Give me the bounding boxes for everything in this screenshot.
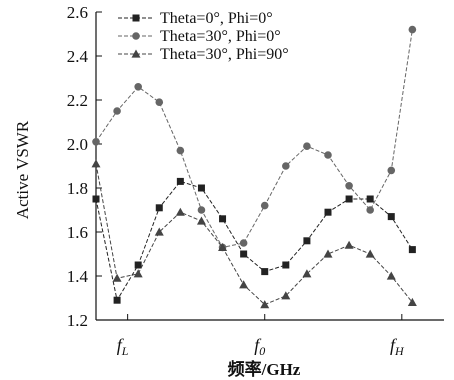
x-axis: fL f0 fH [117,314,405,358]
data-point [197,184,205,192]
legend-marker [132,32,140,40]
data-point [261,268,269,276]
data-point [112,273,122,282]
data-point [345,195,353,203]
y-tick-label: 2.0 [67,135,88,154]
data-point [365,249,375,258]
data-point [366,206,374,214]
x-axis-title: 频率/GHz [228,359,301,379]
data-point [133,269,143,278]
legend-label: Theta=30°, Phi=0° [160,28,281,45]
data-point [345,182,353,190]
data-point [196,216,206,225]
y-axis: 1.2 1.4 1.6 1.8 2.0 2.2 2.4 2.6 [67,3,102,330]
series-triangle [91,159,417,309]
data-point [176,146,185,155]
data-point [282,261,290,269]
data-point [239,280,249,289]
data-point [282,162,290,170]
data-point [92,195,100,203]
data-point [324,151,332,159]
y-tick-label: 1.8 [67,179,88,198]
data-point [155,98,164,106]
y-tick-label: 1.4 [67,267,89,286]
data-point [408,246,416,254]
series-square [92,177,416,304]
data-point [366,195,374,203]
data-point [324,208,332,216]
data-point [281,291,291,300]
series-layer [91,25,417,309]
legend-marker [132,14,140,22]
series-line [95,180,413,302]
series-circle [92,25,417,252]
data-point [113,296,121,304]
data-point [240,250,248,258]
data-point [260,300,270,309]
legend-marker [131,49,141,58]
data-point [218,242,228,251]
data-point [408,25,417,34]
series-line [95,29,413,248]
legend: Theta=0°, Phi=0°Theta=30°, Phi=0°Theta=3… [118,10,289,63]
y-tick-label: 1.6 [67,223,88,242]
legend-label: Theta=30°, Phi=90° [160,46,289,63]
y-tick-label: 2.4 [67,47,89,66]
data-point [134,83,142,91]
data-point [387,213,395,221]
y-tick-label: 1.2 [67,311,88,330]
series-line [95,163,413,306]
data-point [154,227,164,236]
data-point [155,204,163,212]
data-point [387,166,396,175]
data-point [219,215,227,223]
data-point [260,201,269,210]
y-tick-label: 2.2 [67,91,88,110]
data-point [302,269,312,278]
data-point [323,249,333,258]
data-point [386,271,396,280]
data-point [92,138,100,146]
data-point [134,261,142,269]
y-axis-title: Active VSWR [13,120,32,219]
x-tick-label: f0 [254,335,265,358]
data-point [407,297,417,306]
data-point [197,206,206,214]
data-point [113,107,121,115]
data-point [303,237,311,245]
data-point [91,159,101,168]
legend-label: Theta=0°, Phi=0° [160,10,273,27]
data-point [176,177,184,185]
y-tick-label: 2.6 [67,3,88,22]
data-point [239,239,248,247]
data-point [175,207,185,216]
data-point [303,142,311,150]
data-point [344,240,354,249]
x-tick-label: fL [117,335,129,358]
x-tick-label: fH [390,335,405,358]
